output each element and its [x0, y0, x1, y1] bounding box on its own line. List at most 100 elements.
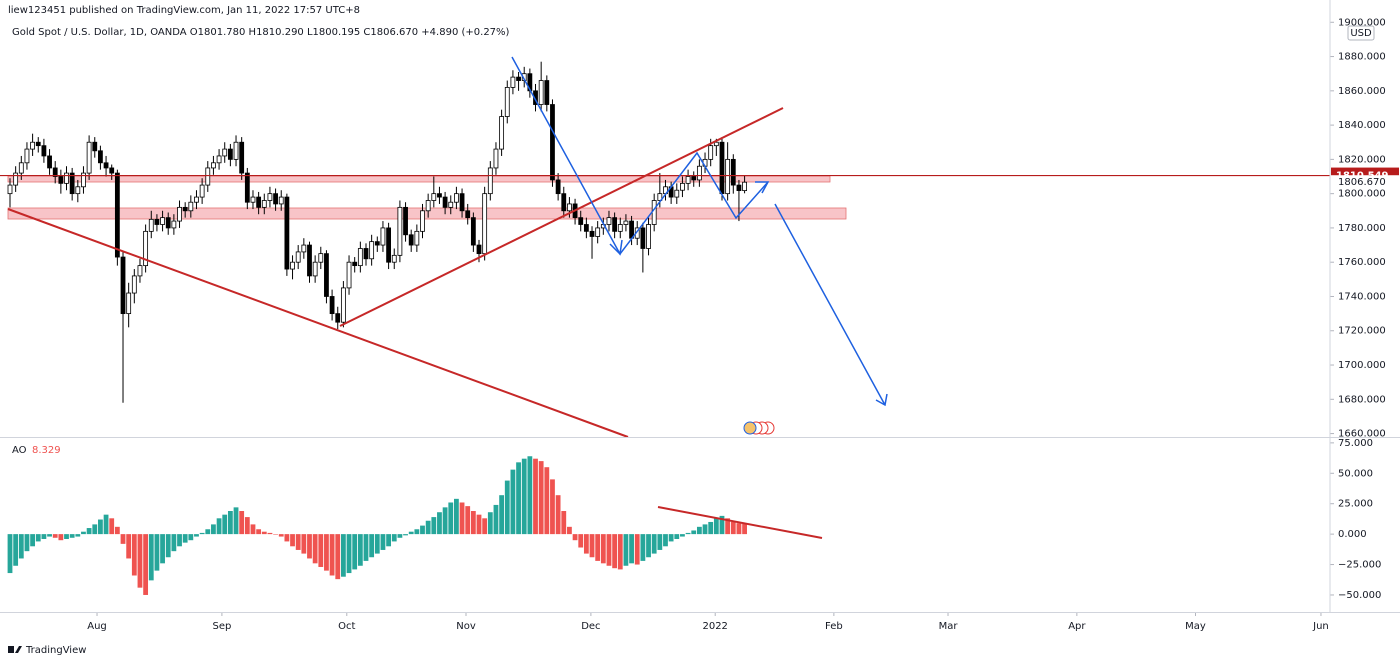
candle-body [81, 172, 86, 188]
ao-bar [18, 534, 24, 559]
ao-bar [374, 534, 380, 554]
candle-body [476, 244, 482, 255]
ao-bar [98, 519, 103, 535]
candle-body [301, 244, 307, 253]
ao-bar [227, 511, 233, 535]
ao-bar [211, 524, 216, 535]
ao-bar [493, 504, 499, 535]
x-tick-label: Apr [1068, 621, 1086, 632]
candle-body [307, 244, 312, 277]
candle-body [730, 158, 736, 186]
candle-body [612, 217, 618, 232]
currency: USD [1350, 28, 1372, 39]
ao-bar [137, 534, 143, 588]
indicator-value: 8.329 [32, 445, 61, 456]
ao-bar [696, 526, 702, 535]
ao-bar [261, 531, 267, 535]
candle-body [41, 145, 47, 157]
candle-body [736, 184, 742, 192]
candle-body [35, 141, 41, 147]
candle-body [18, 162, 24, 174]
candle-body [120, 256, 126, 315]
ao-bar [521, 458, 527, 535]
ao-bar [312, 534, 318, 564]
ao-bar [403, 534, 408, 536]
x-tick-label: 2022 [702, 621, 727, 632]
ao-bar [482, 518, 488, 535]
candle-body [75, 186, 81, 195]
header: liew123451 published on TradingView.com,… [8, 5, 360, 16]
ao-bar [663, 534, 668, 547]
y-tick-label: 1880.000 [1338, 52, 1386, 63]
x-tick-label: Aug [87, 621, 107, 632]
candle-body [318, 253, 324, 263]
ao-bar [182, 534, 188, 543]
ao-bar [103, 514, 109, 535]
candle-body [312, 261, 318, 277]
ao-bar [397, 534, 403, 538]
candle-body [290, 261, 295, 270]
y-tick-label: 1820.000 [1338, 154, 1386, 165]
candle-body [239, 141, 245, 174]
ao-bar [589, 534, 595, 558]
candle-body [493, 148, 499, 169]
indicator-title: AO [12, 445, 27, 456]
candle-body [137, 265, 143, 277]
x-tick-label: May [1185, 621, 1206, 632]
ao-bar [86, 528, 92, 535]
ao-bar [646, 534, 651, 558]
candle-body [114, 172, 120, 258]
ao-bar [572, 534, 578, 541]
ao-bar [81, 531, 86, 535]
candle-body [52, 167, 58, 177]
ao-bar [612, 534, 618, 569]
ao-bar [640, 534, 646, 561]
candle-body [408, 234, 414, 246]
candle-body [538, 80, 544, 105]
ao-bar [363, 534, 369, 561]
x-tick-label: Oct [338, 621, 355, 632]
candle-body [267, 193, 273, 201]
ao-bar [725, 518, 731, 535]
ao-bar [357, 534, 363, 566]
ao-bar [408, 531, 414, 535]
x-tick-label: Sep [212, 621, 231, 632]
ao-bar [578, 534, 584, 548]
arrow-head [609, 239, 623, 256]
ao-bar [730, 521, 736, 535]
candle-body [403, 206, 408, 236]
candle-body [30, 141, 36, 150]
ao-bar [437, 512, 442, 535]
ao-bar [109, 518, 115, 535]
candle-body [465, 210, 471, 219]
candle-body [470, 217, 476, 246]
ao-bar [414, 529, 420, 535]
candle-body [459, 193, 465, 212]
candle-body [561, 193, 567, 212]
ao-bar [617, 534, 623, 570]
candle-body [58, 176, 64, 184]
candle-body [92, 141, 98, 152]
ao-bar [544, 467, 550, 535]
candle-body [437, 193, 442, 198]
candle-body [244, 172, 250, 203]
candle-body [278, 196, 284, 205]
candle-body [177, 206, 182, 222]
ao-bar [448, 502, 454, 535]
candle-body [171, 220, 177, 229]
candle-body [346, 261, 352, 289]
ao-bar [454, 498, 459, 535]
arrow-head [755, 181, 770, 194]
ao-bar [143, 534, 149, 595]
ao-bar [476, 514, 482, 535]
candle-body [13, 172, 19, 186]
candle-body [617, 224, 623, 232]
ao-bar [284, 534, 290, 542]
currency-box [1347, 25, 1375, 41]
ao-bar [188, 534, 194, 541]
ao-bar [177, 534, 182, 547]
ao-bar [278, 534, 284, 537]
ao-bar [7, 534, 13, 574]
candle-body [640, 227, 646, 249]
candle-body [233, 141, 239, 160]
